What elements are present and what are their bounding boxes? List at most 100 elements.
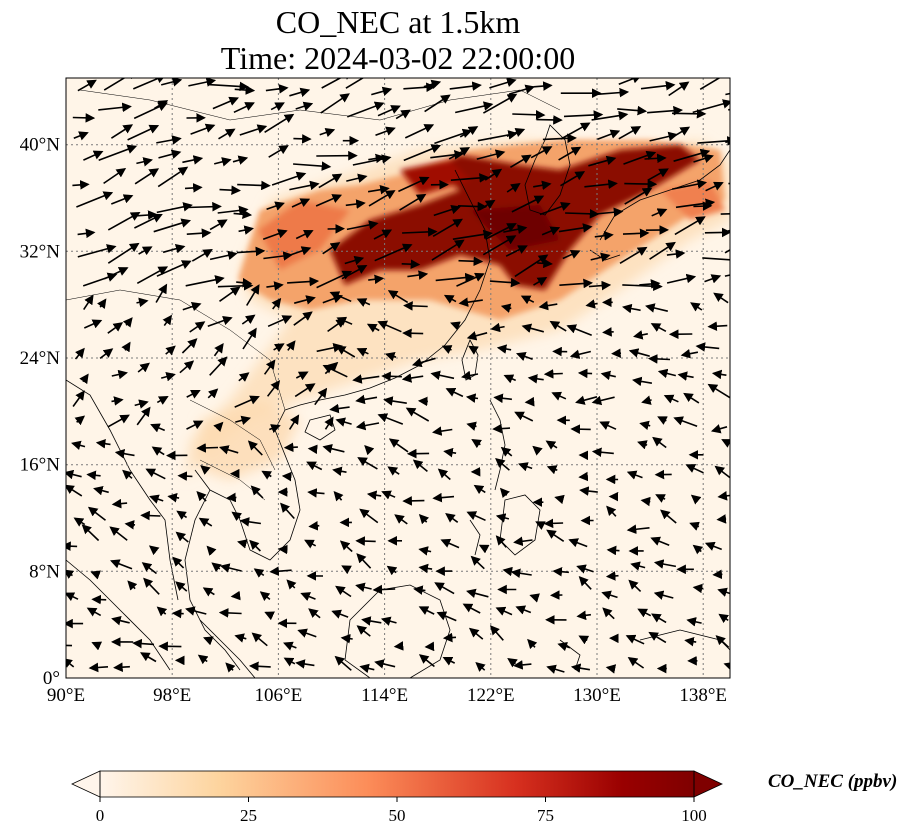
wind-vector-arrow <box>162 244 186 254</box>
wind-vector-arrow <box>628 348 650 358</box>
wind-vector-arrow <box>423 79 442 89</box>
wind-vector-arrow <box>628 579 642 592</box>
wind-vector-arrow <box>239 124 268 136</box>
wind-vector-arrow <box>483 93 518 114</box>
lat-tick-label: 24°N <box>20 348 61 369</box>
wind-vector-arrow <box>590 252 611 262</box>
wind-vector-arrow <box>83 294 94 311</box>
wind-vector-arrow <box>281 471 292 482</box>
wind-vector-arrow <box>107 242 140 264</box>
wind-vector-arrow <box>261 470 273 480</box>
wind-vector-arrow <box>657 416 668 425</box>
wind-vector-arrow <box>647 354 671 364</box>
wind-vector-arrow <box>387 290 409 304</box>
wind-vector-arrow <box>91 594 107 605</box>
wind-vector-arrow <box>605 664 617 674</box>
wind-vector-arrow <box>66 541 78 551</box>
wind-vector-arrow <box>418 654 435 668</box>
wind-vector-arrow <box>412 459 428 473</box>
wind-vector-arrow <box>704 227 730 238</box>
wind-vector-arrow <box>268 145 289 158</box>
wind-vector-arrow <box>418 563 433 574</box>
wind-vector-arrow <box>653 559 677 569</box>
wind-vector-arrow <box>155 283 168 303</box>
wind-vector-arrow <box>266 380 281 397</box>
wind-vector-arrow <box>209 219 228 231</box>
wind-vector-arrow <box>493 393 512 404</box>
wind-vector-arrow <box>145 468 166 480</box>
wind-vector-arrow <box>500 303 512 313</box>
wind-vector-arrow <box>558 223 593 233</box>
wind-vector-arrow <box>295 229 314 240</box>
wind-vector-arrow <box>136 406 151 426</box>
wind-vector-arrow <box>511 195 545 213</box>
wind-vector-arrow <box>690 494 702 505</box>
wind-vector-arrow <box>234 85 256 95</box>
wind-vector-arrow <box>162 314 173 327</box>
wind-vector-arrow <box>633 330 648 340</box>
wind-vector-arrow <box>346 220 379 231</box>
wind-vector-arrow <box>506 183 521 193</box>
wind-vector-arrow <box>136 266 169 285</box>
wind-vector-arrow <box>177 471 193 481</box>
wind-vector-arrow <box>539 201 571 216</box>
wind-vector-arrow <box>502 566 513 577</box>
wind-vector-arrow <box>716 514 727 524</box>
wind-vector-arrow <box>401 259 421 269</box>
wind-vector-arrow <box>73 131 89 141</box>
wind-vector-arrow <box>72 180 90 190</box>
wind-vector-arrow <box>249 539 261 552</box>
wind-vector-arrow <box>514 254 549 278</box>
wind-vector-arrow <box>538 300 558 311</box>
lat-tick-label: 32°N <box>20 241 61 262</box>
wind-vector-arrow <box>211 562 222 573</box>
wind-vector-arrow <box>267 315 293 328</box>
wind-vector-arrow <box>179 360 195 374</box>
wind-vector-arrow <box>165 345 176 356</box>
colorbar-gradient <box>100 771 694 797</box>
wind-vector-arrow <box>109 526 128 541</box>
wind-vector-arrow <box>449 81 482 91</box>
wind-vector-arrow <box>452 229 494 240</box>
wind-vector-arrow <box>182 155 204 165</box>
wind-vector-arrow <box>322 242 341 255</box>
wind-vector-arrow <box>280 502 295 520</box>
wind-vector-arrow <box>600 370 616 381</box>
wind-vector-arrow <box>107 212 141 231</box>
wind-vector-arrow <box>320 93 350 114</box>
wind-vector-arrow <box>471 439 482 449</box>
wind-vector-arrow <box>437 468 451 481</box>
wind-vector-arrow <box>632 376 653 387</box>
wind-vector-arrow <box>693 201 713 211</box>
wind-vector-arrow <box>111 498 128 509</box>
wind-vector-arrow <box>387 466 400 476</box>
wind-vector-arrow <box>584 179 618 190</box>
wind-vector-arrow <box>677 371 694 381</box>
wind-vector-arrow <box>591 110 629 121</box>
wind-vector-arrow <box>121 341 131 353</box>
wind-vector-arrow <box>136 297 149 308</box>
wind-vector-arrow <box>485 223 517 240</box>
wind-vector-arrow <box>499 487 510 499</box>
wind-vector-arrow <box>172 556 185 569</box>
wind-vector-arrow <box>685 464 704 474</box>
wind-vector-arrow <box>466 588 489 598</box>
wind-vector-arrow <box>484 168 503 181</box>
wind-vector-arrow <box>566 324 592 336</box>
wind-vector-arrow <box>250 485 264 499</box>
wind-vector-arrow <box>594 230 614 241</box>
wind-vector-arrow <box>475 661 486 672</box>
wind-vector-arrow <box>673 416 698 428</box>
wind-vector-arrow <box>461 370 479 381</box>
wind-vector-arrow <box>532 445 543 456</box>
wind-vector-arrow <box>368 274 385 285</box>
wind-vector-arrow <box>530 146 553 159</box>
wind-vector-arrow <box>458 297 483 307</box>
wind-vector-arrow <box>134 399 149 409</box>
wind-vector-arrow <box>417 396 428 407</box>
wind-vector-arrow <box>433 204 461 217</box>
wind-vector-arrow <box>720 212 730 215</box>
wind-vector-arrow <box>435 272 475 283</box>
wind-vector-arrow <box>649 131 679 142</box>
wind-vector-arrow <box>508 84 536 95</box>
